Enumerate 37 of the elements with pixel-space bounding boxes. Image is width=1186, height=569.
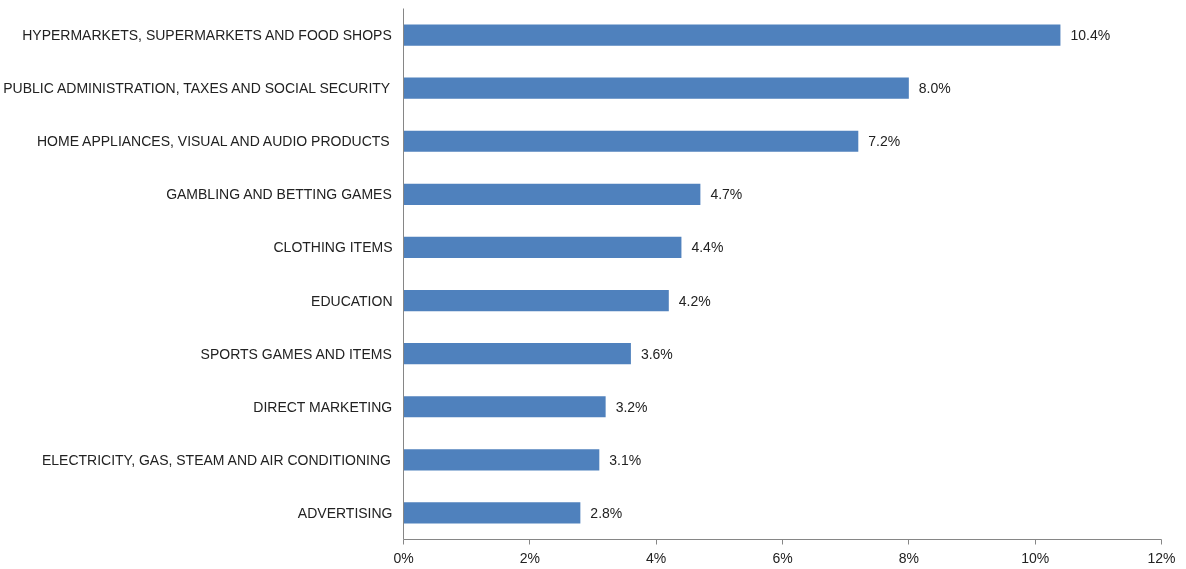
y-tick-label: GAMBLING AND BETTING GAMES — [166, 186, 392, 203]
bar — [403, 130, 859, 152]
x-tick-label: 4% — [646, 549, 667, 566]
data-label: 2.8% — [590, 504, 623, 521]
bar — [403, 343, 631, 365]
y-tick-label: DIRECT MARKETING — [253, 398, 393, 415]
data-label: 3.2% — [615, 398, 648, 415]
data-label: 4.4% — [691, 239, 724, 256]
y-tick-label: SPORTS GAMES AND ITEMS — [200, 345, 392, 362]
data-label: 10.4% — [1070, 27, 1111, 44]
data-label: 3.6% — [640, 345, 673, 362]
bar — [403, 289, 669, 312]
y-tick-label: EDUCATION — [311, 292, 393, 309]
x-tick-label: 8% — [898, 549, 919, 566]
data-label: 4.2% — [678, 292, 711, 309]
data-label: 3.1% — [609, 451, 642, 468]
bar — [403, 502, 581, 524]
x-tick-label: 6% — [772, 549, 793, 566]
y-tick-label: ADVERTISING — [297, 504, 393, 521]
y-tick-label: HOME APPLIANCES, VISUAL AND AUDIO PRODUCTS — [36, 133, 390, 150]
data-label: 4.7% — [710, 186, 743, 203]
data-label: 7.2% — [868, 133, 901, 150]
bar — [403, 24, 1061, 46]
bar — [403, 77, 909, 99]
data-label: 8.0% — [918, 80, 951, 97]
x-tick-label: 0% — [393, 549, 414, 566]
y-tick-label: CLOTHING ITEMS — [273, 239, 393, 256]
x-tick-label: 2% — [519, 549, 540, 566]
bar — [403, 236, 682, 259]
y-tick-label: ELECTRICITY, GAS, STEAM AND AIR CONDITIONING — [41, 451, 391, 468]
bar — [403, 183, 701, 205]
bar — [403, 396, 606, 418]
y-tick-label: HYPERMARKETS, SUPERMARKETS AND FOOD SHOPS — [22, 27, 392, 44]
bar — [403, 449, 600, 471]
x-tick-label: 12% — [1147, 549, 1176, 566]
y-tick-label: PUBLIC ADMINISTRATION, TAXES AND SOCIAL SECURITY — [3, 80, 391, 97]
x-tick-label: 10% — [1021, 549, 1050, 566]
